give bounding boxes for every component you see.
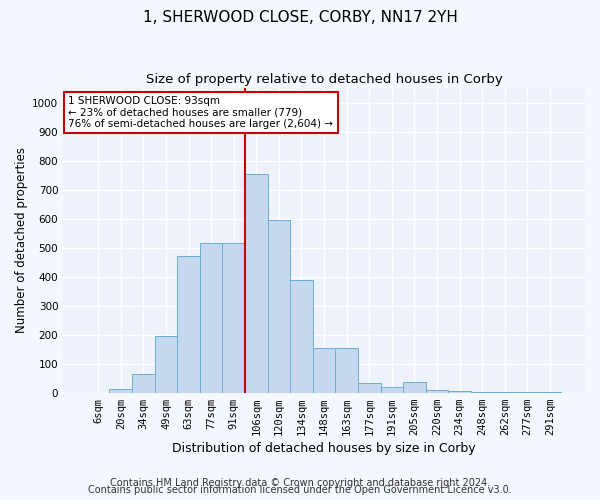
X-axis label: Distribution of detached houses by size in Corby: Distribution of detached houses by size … (172, 442, 476, 455)
Bar (200, 244, 223, 392)
Y-axis label: Number of detached properties: Number of detached properties (15, 148, 28, 334)
Title: Size of property relative to detached houses in Corby: Size of property relative to detached ho… (146, 72, 502, 86)
Bar (132, 374, 155, 392)
Text: Contains HM Land Registry data © Crown copyright and database right 2024.: Contains HM Land Registry data © Crown c… (110, 478, 490, 488)
Bar (109, 389, 132, 392)
Text: 1 SHERWOOD CLOSE: 93sqm
← 23% of detached houses are smaller (779)
76% of semi-d: 1 SHERWOOD CLOSE: 93sqm ← 23% of detache… (68, 96, 334, 129)
Bar (245, 174, 268, 392)
Bar (155, 336, 177, 392)
Bar (177, 256, 200, 392)
Bar (313, 348, 335, 393)
Text: Contains public sector information licensed under the Open Government Licence v3: Contains public sector information licen… (88, 485, 512, 495)
Bar (380, 387, 403, 392)
Bar (290, 280, 313, 392)
Bar (448, 391, 471, 392)
Bar (268, 220, 290, 392)
Bar (223, 244, 245, 392)
Bar (358, 382, 380, 392)
Bar (335, 348, 358, 393)
Bar (403, 382, 426, 392)
Bar (426, 390, 448, 392)
Text: 1, SHERWOOD CLOSE, CORBY, NN17 2YH: 1, SHERWOOD CLOSE, CORBY, NN17 2YH (143, 10, 457, 25)
